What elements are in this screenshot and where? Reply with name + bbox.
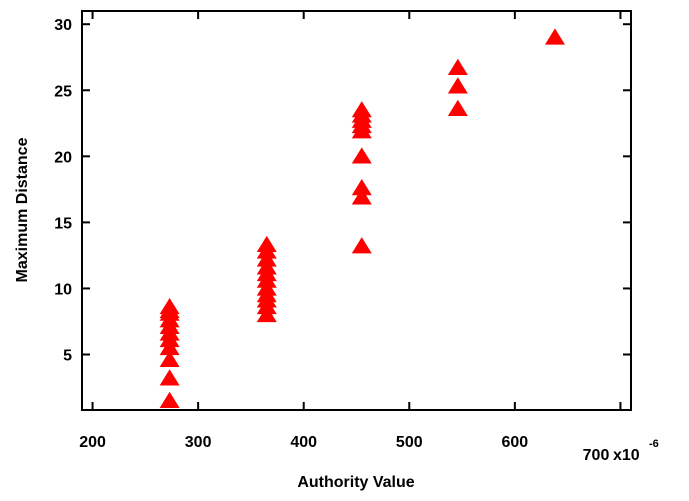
data-point-triangle [447, 99, 468, 116]
x-tick-label: 400 [290, 434, 317, 451]
y-tick-label: 30 [54, 17, 72, 34]
y-axis-label: Maximum Distance [14, 137, 31, 282]
x-axis-scale-exponent: -6 [649, 438, 659, 450]
data-point-triangle [351, 188, 372, 205]
x-tick-label: 700 [583, 447, 610, 464]
y-tick-label: 5 [63, 348, 72, 365]
data-point-triangle [351, 101, 372, 118]
y-tick-label: 15 [54, 215, 72, 232]
data-points [159, 28, 565, 408]
x-axis-label: Authority Value [297, 474, 414, 491]
data-point-triangle [256, 235, 277, 253]
x-tick-label: 600 [502, 434, 529, 451]
x-tick-label: 200 [79, 434, 106, 451]
x-tick-label: 500 [396, 434, 423, 451]
y-tick-label: 10 [54, 281, 72, 298]
y-tick-label: 20 [54, 149, 72, 166]
data-point-triangle [447, 58, 468, 76]
x-axis-scale-multiplier: x10 [613, 447, 640, 464]
x-axis-ticks: 200 300 400 500 600 700 [79, 11, 622, 464]
data-point-triangle [159, 391, 180, 408]
data-point-triangle [159, 350, 180, 367]
data-point-triangle [351, 147, 372, 164]
y-tick-label: 25 [54, 83, 72, 100]
data-point-triangle [351, 179, 372, 196]
y-axis-ticks: 5 10 15 20 25 30 [54, 17, 631, 365]
data-point-triangle [447, 77, 468, 94]
plot-frame [81, 10, 632, 411]
data-point-triangle [159, 297, 180, 315]
data-point-triangle [544, 28, 565, 45]
x-tick-label: 300 [185, 434, 212, 451]
data-point-triangle [351, 237, 372, 254]
data-point-triangle [159, 369, 180, 386]
